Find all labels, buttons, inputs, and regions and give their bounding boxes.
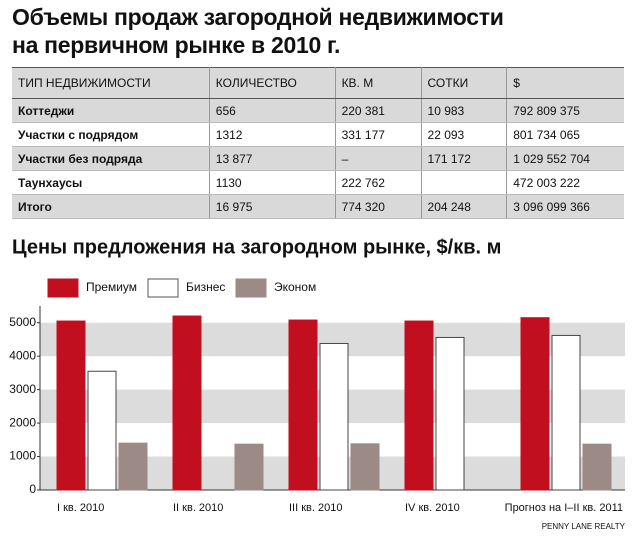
table-row: Итого 16 975 774 320 204 248 3 096 099 366 [12,194,624,219]
y-tick-label: 2000 [9,415,36,429]
bar [56,320,86,491]
legend-label: Премиум [86,280,137,294]
bar [234,443,264,491]
bar [520,317,550,491]
table-cell: 792 809 375 [506,98,624,123]
table-cell: Итого [12,194,210,219]
table-row: Таунхаусы 1130 222 762 472 003 222 [12,170,624,195]
bar [582,443,612,491]
y-tick-label: 5000 [9,315,36,329]
table-cell: Коттеджи [12,98,210,123]
column-header: КВ. М [335,67,422,99]
table-cell: 1130 [209,170,336,195]
table-cell: 3 096 099 366 [506,194,624,219]
bar [288,319,318,491]
table-row: Участки без подряда 13 877–171 172 1 029 5… [12,146,624,171]
bar [87,370,117,491]
sales-table: ТИП НЕДВИЖИМОСТИ КОЛИЧЕСТВО КВ. М СОТКИ $ Ко… [12,67,624,219]
title-line: Объемы продаж загородной недвижимости [12,4,504,30]
legend-swatch [47,278,79,298]
bar [172,315,202,491]
table-cell: 331 177 [335,122,422,147]
bar [118,442,148,491]
y-tick-label: 4000 [9,348,36,362]
column-header: КОЛИЧЕСТВО [209,67,336,99]
table-cell: 204 248 [421,194,508,219]
legend-swatch [147,278,179,298]
x-tick-label: III кв. 2010 [289,502,342,514]
x-tick-label: I кв. 2010 [57,502,104,514]
table-cell: 222 762 [335,170,422,195]
table-cell: 220 381 [335,98,422,123]
x-tick-label: IV кв. 2010 [405,502,460,514]
column-header: ТИП НЕДВИЖИМОСТИ [12,67,210,99]
table-cell: 774 320 [335,194,422,219]
table-cell: 16 975 [209,194,336,219]
table-cell: 1312 [209,122,336,147]
table-cell: – [335,146,422,171]
table-row: Участки с подрядом 1312 331 177 22 093 801 7… [12,122,624,147]
x-tick-label: II кв. 2010 [173,502,223,514]
y-tick-label: 1000 [9,449,36,463]
table-row: Коттеджи 656 220 381 10 983 792 809 375 [12,98,624,123]
bar [551,334,581,491]
legend-swatch [235,278,267,298]
table-cell: Участки без подряда [12,146,210,171]
table-cell: Таунхаусы [12,170,210,195]
table-cell: 472 003 222 [506,170,624,195]
bar [435,336,465,491]
y-tick-label: 3000 [9,382,36,396]
source: PENNY LANE REALTY [542,522,626,531]
table-cell [421,170,508,195]
bar [404,320,434,491]
legend-label: Эконом [274,280,316,294]
table-cell: Участки с подрядом [12,122,210,147]
y-tick-label: 0 [29,482,36,496]
bar [350,443,380,491]
legend-label: Бизнес [186,280,225,294]
table-cell: 13 877 [209,146,336,171]
title-line: на первичном рынке в 2010 г. [12,32,341,58]
table-cell: 171 172 [421,146,508,171]
header-row: ТИП НЕДВИЖИМОСТИ КОЛИЧЕСТВО КВ. М СОТКИ $ [12,67,624,99]
table-cell: 22 093 [421,122,508,147]
table-cell: 10 983 [421,98,508,123]
table-cell: 656 [209,98,336,123]
chart: Цены предложения на загородном рынке, $/… [9,236,626,531]
table-cell: 1 029 552 704 [506,146,624,171]
chart-title: Цены предложения на загородном рынке, $/… [12,236,501,258]
x-tick-label: Прогноз на I–II кв. 2011 [505,502,623,514]
bar [319,342,349,491]
table-cell: 801 734 065 [506,122,624,147]
column-header: СОТКИ [421,67,508,99]
column-header: $ [506,67,624,99]
